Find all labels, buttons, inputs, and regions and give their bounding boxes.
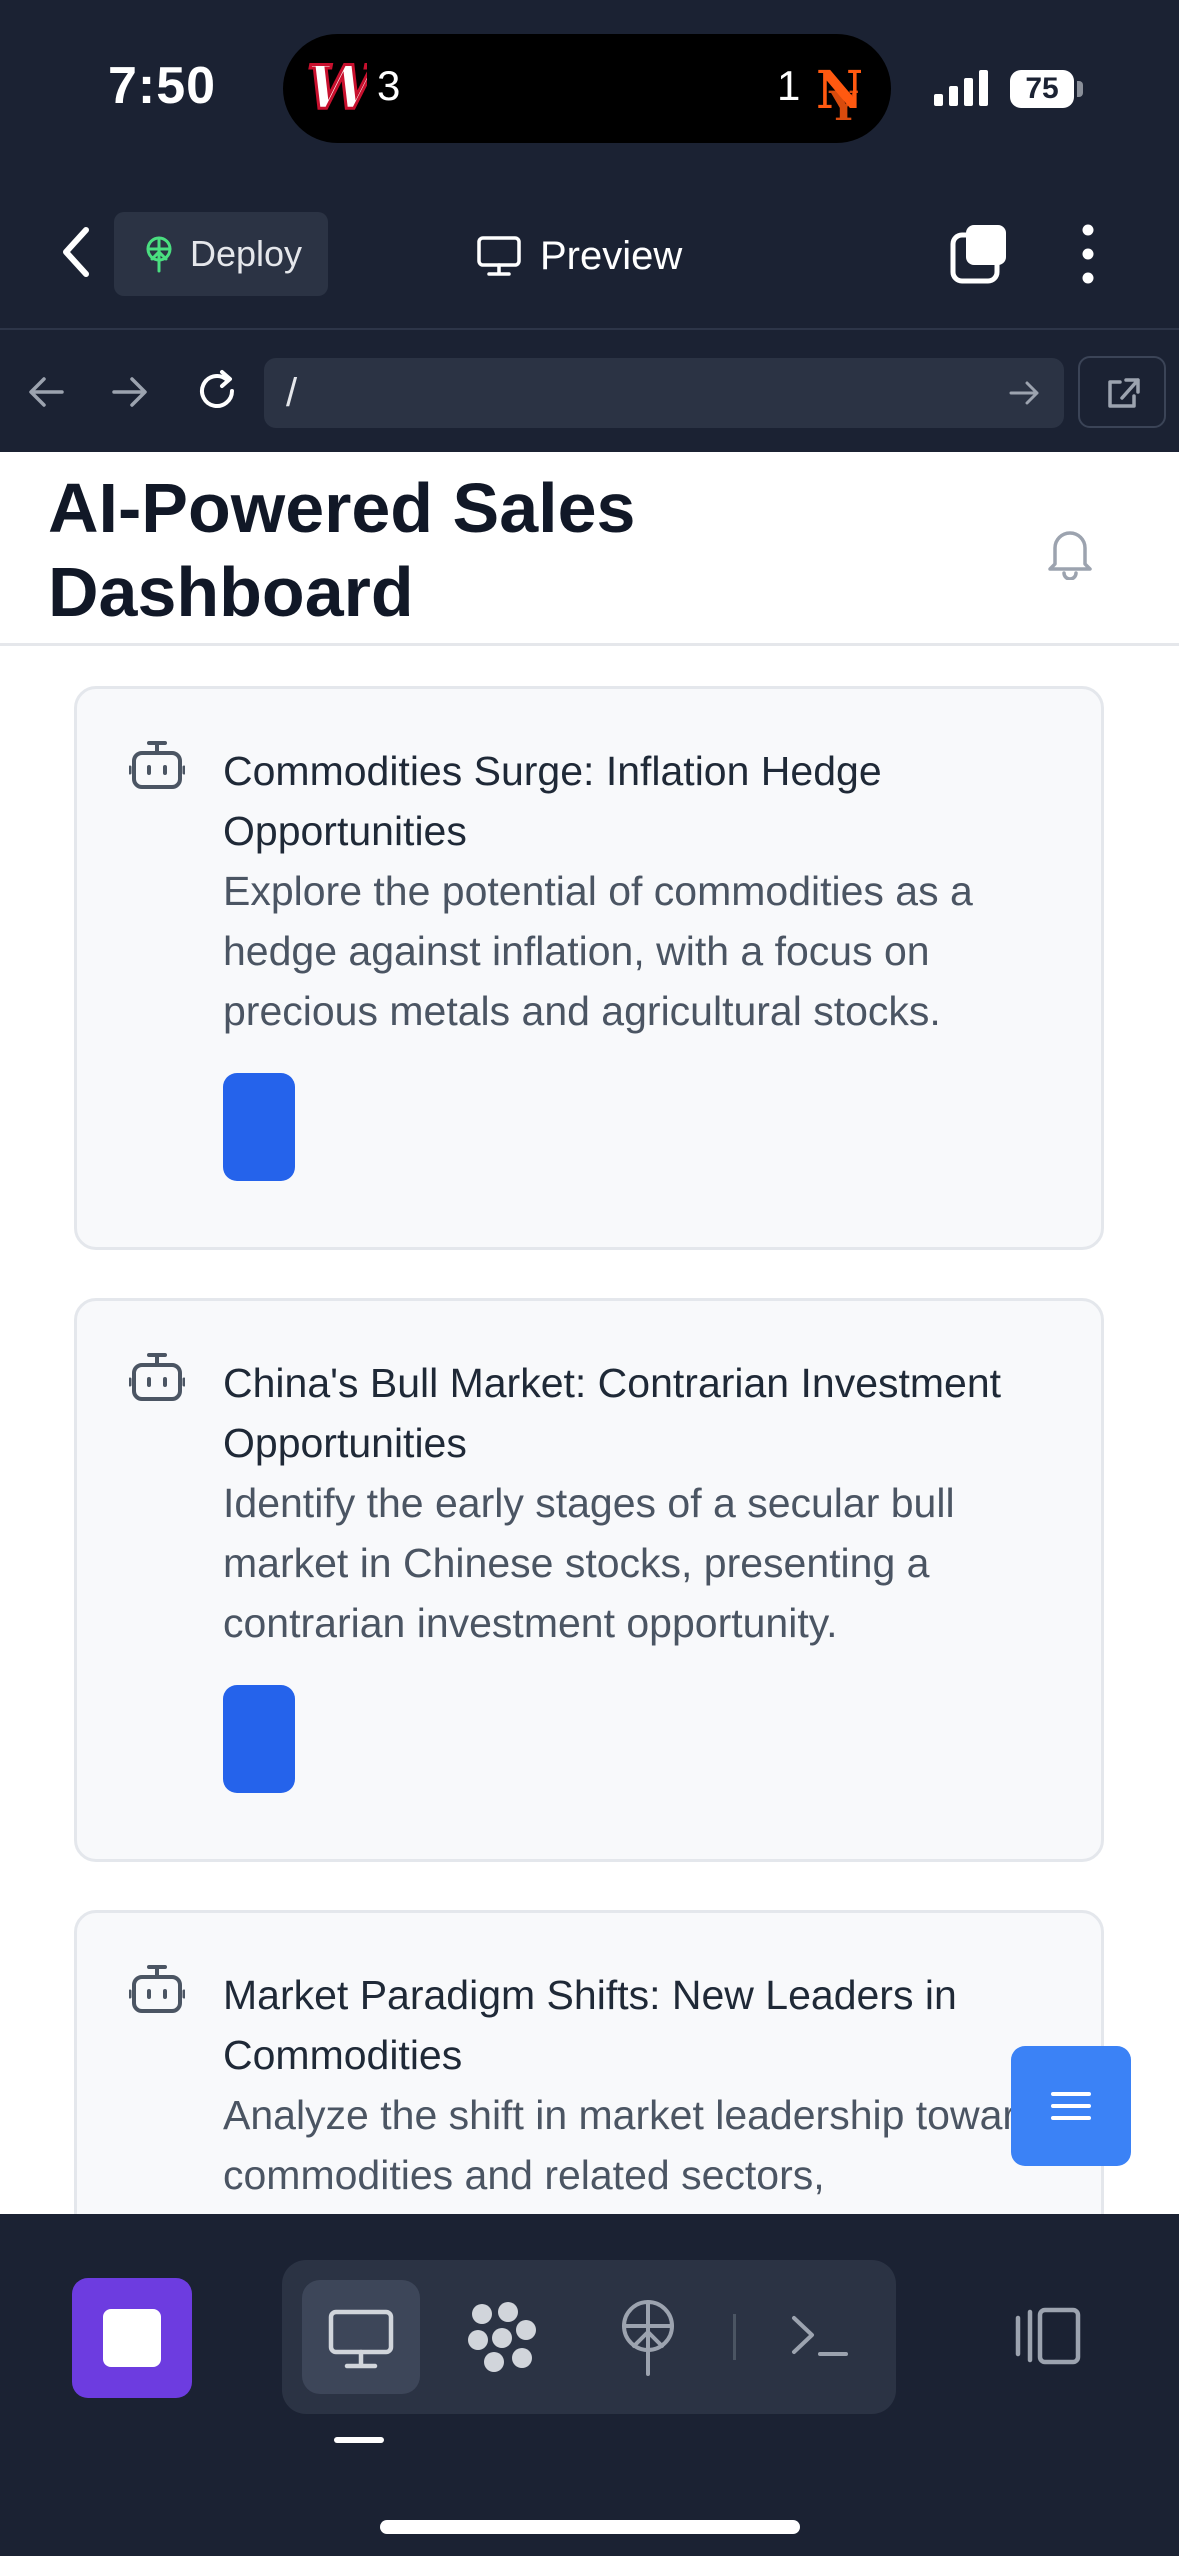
- monitor-icon: [477, 236, 521, 276]
- web-preview: AI-Powered Sales Dashboard Commodities S…: [0, 452, 1179, 2214]
- status-time: 7:50: [108, 57, 217, 115]
- hamburger-menu-icon: [1051, 2092, 1091, 2120]
- back-chevron-icon[interactable]: [52, 222, 100, 282]
- score-left: 3: [377, 62, 401, 109]
- card-title: China's Bull Market: Contrarian Investme…: [223, 1360, 1002, 1466]
- card-description: Identify the early stages of a secular b…: [223, 1480, 955, 1646]
- svg-text:W: W: [307, 54, 367, 120]
- card-action-button[interactable]: [223, 1685, 295, 1793]
- external-link-icon: [1108, 378, 1140, 408]
- preview-label: Preview: [540, 233, 683, 278]
- bot-icon: [129, 1353, 185, 1401]
- score-right: 1: [777, 62, 801, 109]
- more-options-icon[interactable]: [1068, 222, 1108, 286]
- svg-text:Y: Y: [828, 83, 858, 122]
- card-title: Market Paradigm Shifts: New Leaders in C…: [223, 1972, 957, 2078]
- page-header: AI-Powered Sales Dashboard: [0, 452, 1179, 646]
- tabs-icon[interactable]: [950, 222, 1010, 284]
- battery-tip: [1077, 81, 1083, 97]
- insight-card: Market Paradigm Shifts: New Leaders in C…: [74, 1910, 1104, 2214]
- home-indicator[interactable]: [380, 2520, 800, 2534]
- mets-logo-icon: N Y: [816, 60, 861, 122]
- preview-tab[interactable]: Preview: [476, 226, 682, 286]
- stop-icon: [103, 2309, 161, 2367]
- bot-icon: [129, 1965, 185, 2013]
- deploy-globe-icon: [146, 236, 172, 273]
- desktop-preview-tool[interactable]: [302, 2280, 420, 2394]
- arrow-right-icon[interactable]: [108, 370, 152, 414]
- bot-icon: [129, 741, 185, 789]
- insight-card: China's Bull Market: Contrarian Investme…: [74, 1298, 1104, 1862]
- go-arrow-icon[interactable]: [1006, 374, 1044, 412]
- url-input[interactable]: /: [264, 358, 1064, 428]
- page-title: AI-Powered Sales Dashboard: [48, 466, 748, 634]
- tool-divider: [733, 2314, 736, 2360]
- active-tool-indicator: [334, 2437, 384, 2443]
- insight-card-list: Commodities Surge: Inflation Hedge Oppor…: [0, 646, 1179, 2214]
- cellular-signal-icon: [934, 70, 988, 106]
- monitor-icon: [328, 2309, 394, 2369]
- nationals-logo-icon: W: [306, 54, 368, 120]
- card-description: Analyze the shift in market leadership t…: [223, 2092, 1060, 2198]
- integrations-tool-icon[interactable]: [464, 2300, 540, 2376]
- battery-indicator: 75: [1010, 70, 1074, 108]
- deploy-tool-icon[interactable]: [616, 2298, 680, 2378]
- insight-card: Commodities Surge: Inflation Hedge Oppor…: [74, 686, 1104, 1250]
- live-activity-score[interactable]: [283, 34, 891, 143]
- page-title-line-2: Dashboard: [48, 553, 414, 631]
- open-external-button[interactable]: [1078, 356, 1166, 428]
- deploy-label: Deploy: [190, 233, 303, 274]
- card-description: Explore the potential of commodities as …: [223, 868, 973, 1034]
- card-action-button[interactable]: [223, 1073, 295, 1181]
- bell-icon[interactable]: [1045, 524, 1095, 580]
- menu-fab-button[interactable]: [1011, 2046, 1131, 2166]
- card-title: Commodities Surge: Inflation Hedge Oppor…: [223, 748, 882, 854]
- deploy-button[interactable]: Deploy: [114, 212, 328, 296]
- arrow-left-icon[interactable]: [24, 370, 68, 414]
- page-title-line-1: AI-Powered Sales: [48, 469, 636, 547]
- terminal-tool-icon[interactable]: [790, 2310, 850, 2360]
- split-panel-icon[interactable]: [1010, 2304, 1082, 2368]
- svg-text:N: N: [816, 60, 861, 121]
- reload-icon[interactable]: [192, 366, 242, 416]
